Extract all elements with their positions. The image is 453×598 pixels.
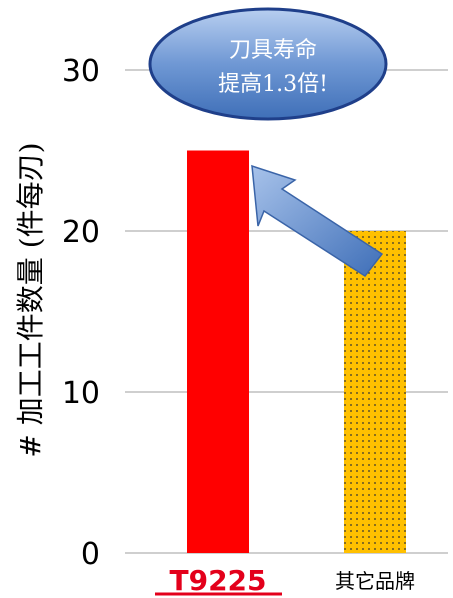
x-axis-labels: T9225 其它品牌 <box>155 564 415 597</box>
y-axis-title: # 加工工件数量 (件每刃) <box>14 142 47 457</box>
bar-other-brand <box>344 231 406 553</box>
bars <box>187 150 406 553</box>
y-axis-ticks: 0 10 20 30 <box>62 54 100 572</box>
callout-line-1: 刀具寿命 <box>229 38 317 63</box>
y-tick-label: 20 <box>62 215 100 250</box>
callout-bubble: 刀具寿命 提高1.3倍! <box>148 7 388 121</box>
category-label-t9225: T9225 <box>169 564 266 597</box>
y-tick-label: 10 <box>62 376 100 411</box>
y-tick-label: 0 <box>81 537 100 572</box>
arrow-shape <box>251 164 384 278</box>
callout-line-2: 提高1.3倍! <box>218 72 328 97</box>
y-tick-label: 30 <box>62 54 100 89</box>
improvement-arrow <box>251 164 384 278</box>
bar-t9225 <box>187 150 249 553</box>
category-label-other-brand: 其它品牌 <box>335 569 415 593</box>
callout-ellipse <box>148 7 388 121</box>
